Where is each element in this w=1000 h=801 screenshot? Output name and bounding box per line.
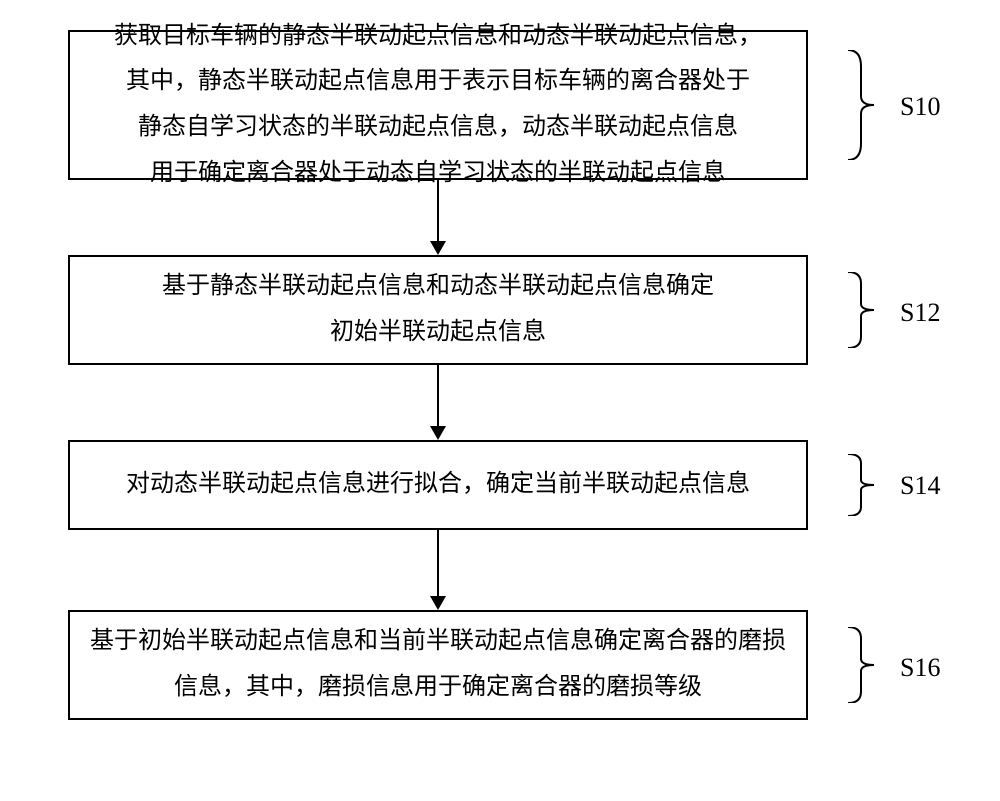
step-text-s10: 获取目标车辆的静态半联动起点信息和动态半联动起点信息， 其中，静态半联动起点信息… xyxy=(114,14,762,196)
arrow-line-1 xyxy=(437,365,439,426)
step-box-s16: 基于初始半联动起点信息和当前半联动起点信息确定离合器的磨损 信息，其中，磨损信息… xyxy=(68,610,808,720)
step-box-s14: 对动态半联动起点信息进行拟合，确定当前半联动起点信息 xyxy=(68,440,808,530)
step-label-s16: S16 xyxy=(900,653,940,683)
brace xyxy=(848,627,874,703)
step-text-s12: 基于静态半联动起点信息和动态半联动起点信息确定 初始半联动起点信息 xyxy=(162,264,714,355)
arrow-head-0 xyxy=(430,241,446,255)
step-text-s14: 对动态半联动起点信息进行拟合，确定当前半联动起点信息 xyxy=(126,462,750,508)
arrow-line-2 xyxy=(437,530,439,596)
arrow-head-1 xyxy=(430,426,446,440)
step-box-s12: 基于静态半联动起点信息和动态半联动起点信息确定 初始半联动起点信息 xyxy=(68,255,808,365)
step-label-s12: S12 xyxy=(900,298,940,328)
brace xyxy=(848,454,874,516)
arrow-line-0 xyxy=(437,180,439,241)
arrow-head-2 xyxy=(430,596,446,610)
step-box-s10: 获取目标车辆的静态半联动起点信息和动态半联动起点信息， 其中，静态半联动起点信息… xyxy=(68,30,808,180)
step-label-s14: S14 xyxy=(900,471,940,501)
step-label-s10: S10 xyxy=(900,92,940,122)
brace xyxy=(848,50,874,160)
step-text-s16: 基于初始半联动起点信息和当前半联动起点信息确定离合器的磨损 信息，其中，磨损信息… xyxy=(90,619,786,710)
flowchart-canvas: 获取目标车辆的静态半联动起点信息和动态半联动起点信息， 其中，静态半联动起点信息… xyxy=(0,0,1000,801)
brace xyxy=(848,272,874,348)
